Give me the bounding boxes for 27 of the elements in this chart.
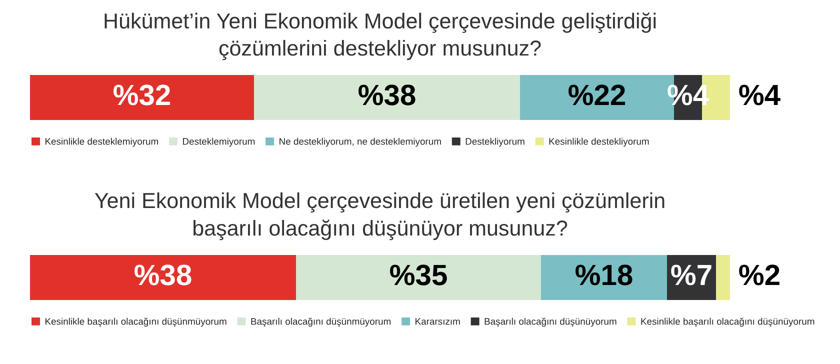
data-label: %2	[739, 264, 780, 286]
data-label: %7	[671, 264, 712, 286]
legend-label: Kararsızım	[416, 318, 460, 325]
data-label: %22	[568, 84, 626, 106]
legend-label: Kesinlikle destekliyorum	[549, 138, 649, 147]
bar	[716, 255, 730, 300]
bar	[254, 75, 520, 120]
data-label: %38	[358, 84, 416, 106]
bar	[30, 75, 254, 120]
data-label: %4	[739, 84, 780, 106]
data-label: %38	[134, 264, 192, 286]
data-label: %18	[576, 264, 632, 286]
legend-label: Ne destekliyorum, ne desteklemiyorum	[280, 138, 441, 147]
legend-label: Kesinlikle başarılı olacağını düşünüyorum	[641, 318, 814, 327]
legend-label: Kesinlikle başarılı olacağını düşünmüyorum	[45, 318, 226, 327]
legend-label: Başarılı olacağını düşünüyorum	[484, 318, 616, 327]
bar	[296, 255, 541, 300]
bar	[30, 255, 296, 300]
legend-label: Destekliyorum	[466, 138, 524, 147]
legend-label: Desteklemiyorum	[183, 138, 255, 147]
legend-label: Kesinlikle desteklemiyorum	[45, 138, 158, 147]
data-label: %32	[114, 84, 170, 106]
chart-title: Hükümet’in Yeni Ekonomik Model çerçevesinde geliştirdiği çözümlerini destekliyor musunuz?	[104, 12, 656, 60]
legend-label: Başarılı olacağını düşünmüyorum	[251, 318, 391, 327]
data-label: %35	[390, 264, 447, 286]
chart-title: Yeni Ekonomik Model çerçevesinde üretilen yeni çözümlerin başarılı olacağını düşünüyor musunuz?	[94, 192, 664, 240]
bar	[541, 255, 667, 300]
